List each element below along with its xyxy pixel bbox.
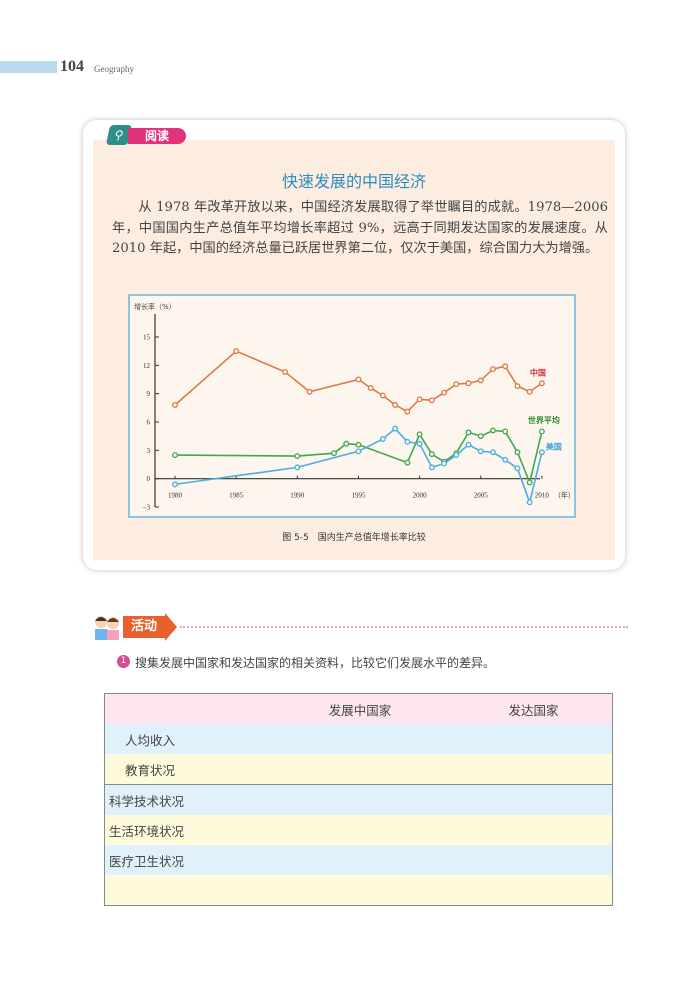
data-point (477, 377, 484, 384)
data-point (453, 452, 460, 459)
y-tick-label: 6 (147, 419, 151, 427)
table-row: 生活环境状况 (105, 815, 612, 845)
reading-badge: 阅读 (128, 128, 186, 144)
data-point (514, 449, 521, 456)
x-axis-label: （年） (554, 491, 575, 500)
question-number: 1 (117, 655, 130, 668)
data-point (477, 448, 484, 455)
y-axis-label: 增长率（%） (134, 302, 176, 311)
header-developing: 发展中国家 (328, 702, 392, 718)
data-point (465, 380, 472, 387)
data-point (404, 408, 411, 415)
x-tick-label: 1990 (290, 492, 305, 500)
data-point (490, 366, 496, 373)
data-point (465, 441, 472, 448)
x-tick-label: 2000 (413, 492, 428, 500)
data-point (343, 440, 350, 447)
data-point (490, 449, 496, 456)
data-point (526, 479, 533, 486)
data-point (416, 396, 423, 403)
table-row: 教育状况 (105, 754, 612, 784)
x-tick-label: 1980 (168, 492, 183, 500)
data-point (514, 465, 521, 472)
data-point (355, 376, 362, 383)
table-row: 科学技术状况 (105, 784, 612, 815)
children-icon (95, 616, 119, 640)
x-tick-label: 2010 (535, 492, 550, 500)
x-tick-label: 1995 (351, 492, 366, 500)
table-header: 发展中国家 发达国家 (105, 694, 612, 724)
series-label: 世界平均 (528, 415, 560, 425)
data-point (306, 388, 313, 395)
series-line-1 (174, 429, 543, 486)
data-point (367, 385, 374, 391)
y-tick-label: 3 (147, 447, 151, 455)
data-point (538, 428, 545, 435)
data-point (502, 456, 509, 463)
dotted-divider (180, 626, 628, 628)
data-point (392, 425, 399, 432)
x-tick-label: 1985 (229, 492, 244, 500)
data-point (490, 427, 496, 434)
data-point (526, 388, 533, 395)
comparison-table: 发展中国家 发达国家 人均收入 教育状况 科学技术状况 生活环境状况 医疗卫生状… (104, 693, 613, 906)
figure-caption: 图 5-5 国内生产总值年增长率比较 (282, 533, 426, 543)
data-point (453, 381, 460, 388)
y-tick-label: 9 (147, 390, 151, 398)
data-point (538, 380, 545, 387)
data-point (404, 438, 411, 445)
data-point (502, 428, 509, 435)
table-row: 医疗卫生状况 (105, 845, 612, 875)
question-text: 搜集发展中国家和发达国家的相关资料，比较它们发展水平的差异。 (135, 656, 496, 670)
data-point (526, 499, 533, 506)
table-row (105, 875, 612, 905)
data-point (538, 449, 545, 456)
data-point (441, 389, 448, 396)
data-point (502, 363, 509, 370)
data-point (379, 392, 386, 399)
page-number: 104 (60, 58, 84, 75)
data-point (441, 460, 448, 467)
header-bar (0, 61, 57, 73)
growth-rate-chart: 增长率（%） −3 0 3 6 9 12 15 1980 1985 1990 1995 2000 2005… (134, 302, 575, 512)
x-tick-label: 2005 (474, 492, 489, 500)
data-point (233, 348, 240, 355)
arrow-icon (165, 613, 177, 641)
reading-paragraph: 从 1978 年改革开放以来，中国经济发展取得了举世瞩目的成就。1978—200… (112, 200, 608, 256)
data-point (514, 383, 521, 390)
data-point (355, 441, 362, 448)
data-point (172, 452, 178, 459)
data-point (355, 448, 362, 455)
data-point (294, 453, 301, 459)
y-tick-label: 15 (143, 333, 151, 341)
data-point (428, 464, 435, 471)
data-point (477, 433, 484, 440)
series-label: 美国 (546, 441, 562, 451)
header-developed: 发达国家 (508, 702, 559, 718)
data-point (282, 368, 289, 375)
data-point (172, 481, 178, 488)
data-point (416, 431, 423, 438)
data-point (404, 459, 411, 466)
data-point (294, 464, 301, 471)
y-tick-label: −3 (143, 504, 151, 512)
data-point (379, 436, 386, 442)
data-point (428, 451, 435, 458)
reading-title: 快速发展的中国经济 (281, 172, 426, 191)
table-row: 人均收入 (105, 724, 612, 754)
data-point (331, 450, 337, 457)
y-tick-label: 12 (143, 362, 151, 370)
data-point (465, 429, 472, 436)
series-label: 中国 (530, 368, 546, 378)
y-tick-label: 0 (147, 475, 151, 483)
subject-title: Geography (94, 64, 134, 74)
data-point (416, 440, 423, 447)
activity-badge: 活动 (123, 616, 165, 638)
data-point (428, 397, 435, 404)
data-point (392, 402, 399, 408)
data-point (172, 402, 178, 408)
